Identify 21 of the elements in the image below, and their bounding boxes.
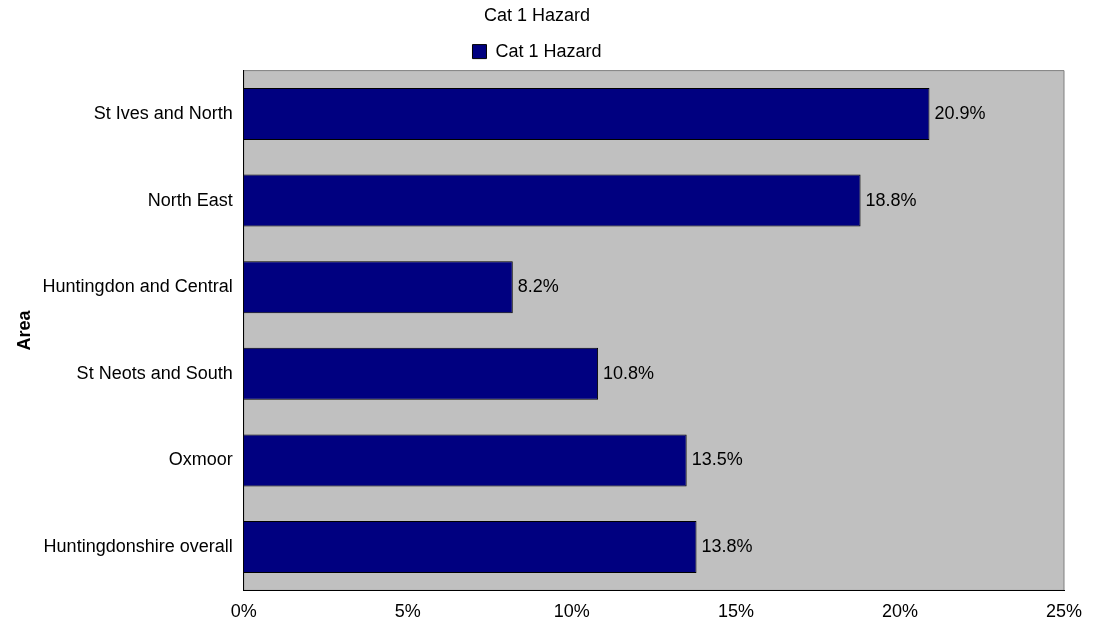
- data-label: 8.2%: [517, 276, 559, 297]
- y-tick-label: Huntingdonshire overall: [43, 536, 233, 557]
- y-tick-label: Oxmoor: [168, 449, 233, 470]
- x-tick-label: 25%: [1045, 601, 1083, 622]
- data-label: 13.5%: [691, 449, 743, 470]
- y-axis-title: Area: [13, 309, 34, 351]
- y-tick-label: St Neots and South: [76, 362, 233, 383]
- chart-title: Cat 1 Hazard: [483, 4, 591, 25]
- x-tick-label: 15%: [717, 601, 754, 622]
- y-tick-label: Huntingdon and Central: [42, 276, 233, 297]
- legend-label: Cat 1 Hazard: [495, 40, 602, 61]
- x-tick-label: 20%: [881, 601, 918, 622]
- y-tick-label: North East: [147, 189, 233, 210]
- data-label: 20.9%: [934, 102, 986, 123]
- data-label: 10.8%: [603, 362, 655, 383]
- x-tick-label: 10%: [553, 601, 590, 622]
- y-tick-label: St Ives and North: [93, 102, 233, 123]
- data-label: 18.8%: [865, 189, 917, 210]
- data-label: 13.8%: [701, 536, 753, 557]
- x-tick-label: 0%: [230, 601, 257, 622]
- x-tick-label: 5%: [394, 601, 421, 622]
